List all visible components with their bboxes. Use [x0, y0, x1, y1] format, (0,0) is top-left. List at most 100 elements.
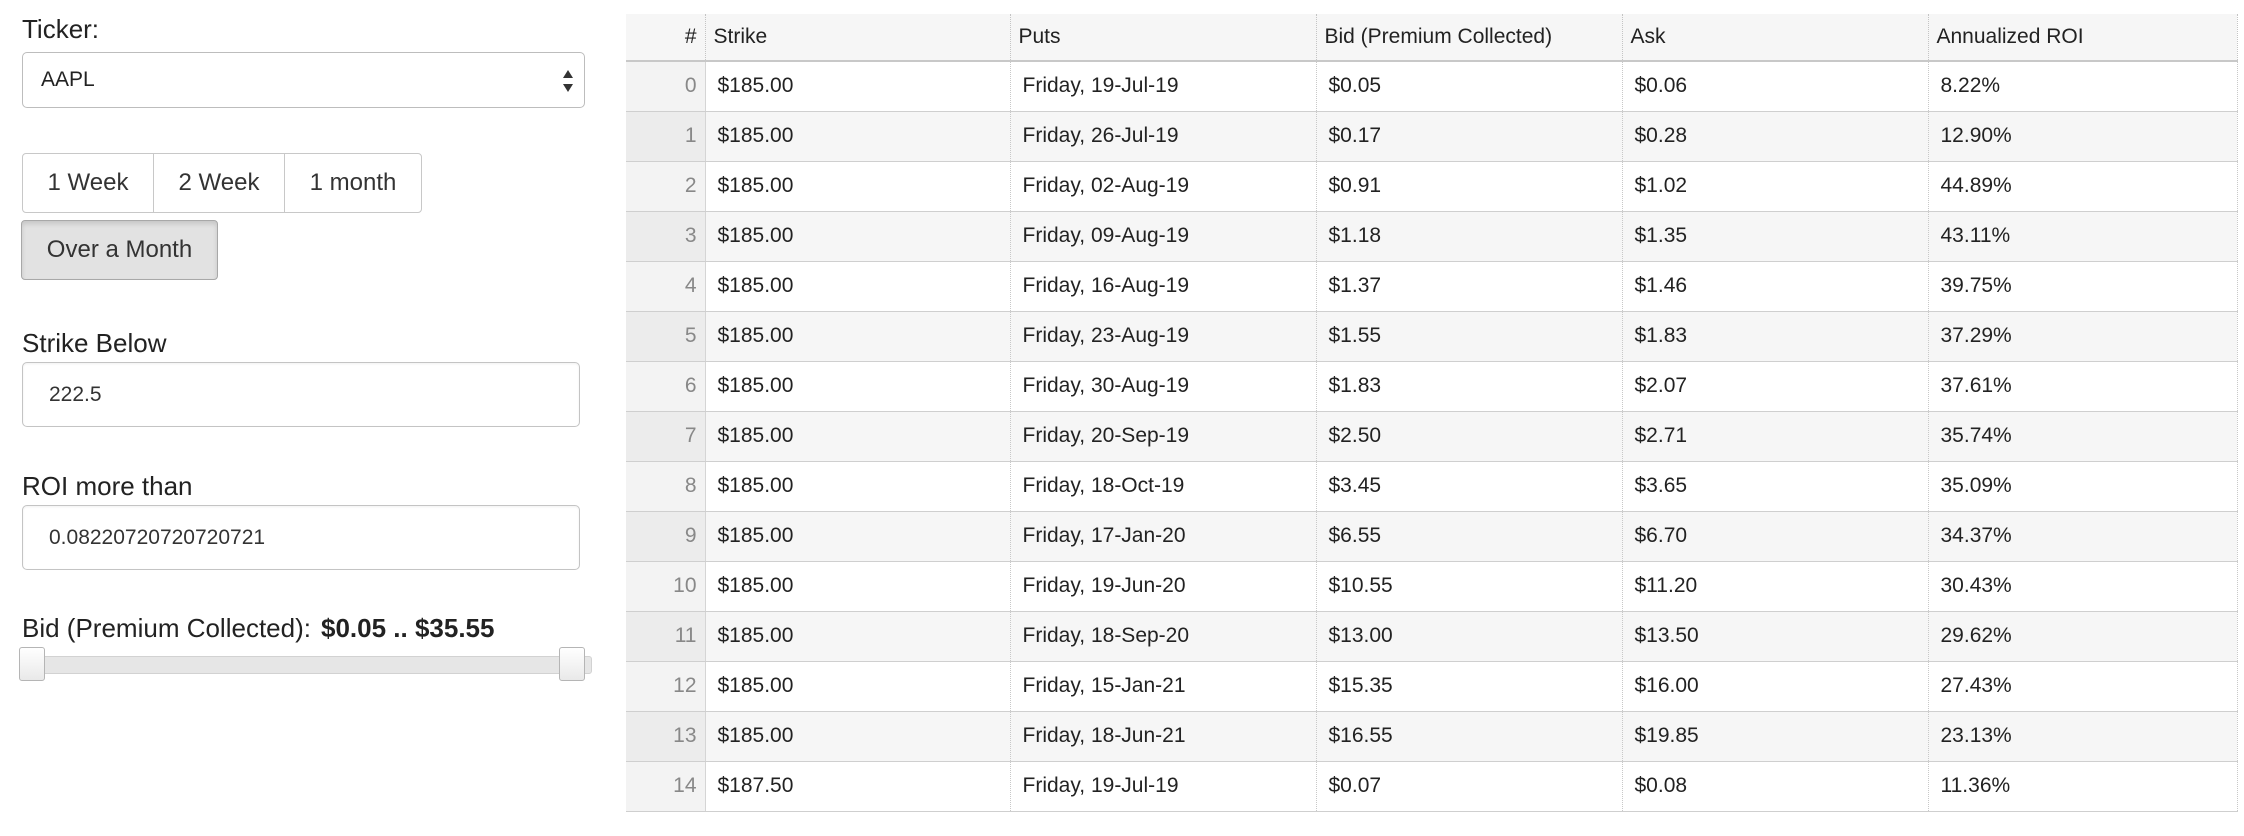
- strike-cell: $185.00: [705, 161, 1011, 212]
- row-index: 2: [626, 161, 706, 212]
- bid-cell: $0.91: [1316, 161, 1623, 212]
- bid-column-header[interactable]: Bid (Premium Collected): [1316, 14, 1623, 62]
- roi-more-than-value: 0.08220720720720721: [49, 525, 266, 549]
- table-row[interactable]: 1 $185.00 Friday, 26-Jul-19 $0.17 $0.28 12.90…: [626, 111, 2238, 162]
- roi-cell: 34.37%: [1928, 511, 2238, 562]
- bid-range-slider-min-handle[interactable]: [19, 647, 45, 681]
- row-index: 1: [626, 111, 706, 162]
- bid-cell: $1.37: [1316, 261, 1623, 312]
- ask-cell: $1.02: [1622, 161, 1929, 212]
- strike-cell: $185.00: [705, 211, 1011, 262]
- bid-range-label-text: Bid (Premium Collected):: [22, 613, 311, 643]
- ticker-select[interactable]: AAPL: [22, 52, 585, 108]
- roi-cell: 35.74%: [1928, 411, 2238, 462]
- row-index: 14: [626, 761, 706, 812]
- period-button-1-week[interactable]: 1 Week: [22, 153, 154, 213]
- roi-cell: 37.29%: [1928, 311, 2238, 362]
- puts-date-cell: Friday, 16-Aug-19: [1010, 261, 1317, 312]
- strike-cell: $185.00: [705, 511, 1011, 562]
- table-row[interactable]: 6 $185.00 Friday, 30-Aug-19 $1.83 $2.07 37.61…: [626, 361, 2238, 412]
- puts-date-cell: Friday, 09-Aug-19: [1010, 211, 1317, 262]
- strike-cell: $187.50: [705, 761, 1011, 812]
- strike-cell: $185.00: [705, 361, 1011, 412]
- table-row[interactable]: 8 $185.00 Friday, 18-Oct-19 $3.45 $3.65 35.09…: [626, 461, 2238, 512]
- index-column-header[interactable]: #: [626, 14, 706, 62]
- strike-cell: $185.00: [705, 261, 1011, 312]
- strike-cell: $185.00: [705, 461, 1011, 512]
- roi-cell: 27.43%: [1928, 661, 2238, 712]
- strike-column-header[interactable]: Strike: [705, 14, 1011, 62]
- strike-cell: $185.00: [705, 61, 1011, 112]
- roi-cell: 23.13%: [1928, 711, 2238, 762]
- bid-cell: $1.83: [1316, 361, 1623, 412]
- roi-cell: 35.09%: [1928, 461, 2238, 512]
- table-row[interactable]: 13 $185.00 Friday, 18-Jun-21 $16.55 $19.85 23…: [626, 711, 2238, 762]
- bid-cell: $15.35: [1316, 661, 1623, 712]
- table-row[interactable]: 9 $185.00 Friday, 17-Jan-20 $6.55 $6.70 34.37…: [626, 511, 2238, 562]
- puts-date-cell: Friday, 30-Aug-19: [1010, 361, 1317, 412]
- table-row[interactable]: 2 $185.00 Friday, 02-Aug-19 $0.91 $1.02 44.89…: [626, 161, 2238, 212]
- row-index: 8: [626, 461, 706, 512]
- ask-cell: $13.50: [1622, 611, 1929, 662]
- strike-cell: $185.00: [705, 311, 1011, 362]
- strike-cell: $185.00: [705, 711, 1011, 762]
- bid-cell: $0.07: [1316, 761, 1623, 812]
- table-body: 0 $185.00 Friday, 19-Jul-19 $0.05 $0.06 8.22%…: [626, 61, 2238, 812]
- strike-cell: $185.00: [705, 611, 1011, 662]
- results-table: # Strike Puts Bid (Premium Collected) Ask Ann…: [626, 14, 2238, 812]
- table-row[interactable]: 10 $185.00 Friday, 19-Jun-20 $10.55 $11.20 30…: [626, 561, 2238, 612]
- row-index: 6: [626, 361, 706, 412]
- ask-cell: $1.35: [1622, 211, 1929, 262]
- ask-cell: $1.46: [1622, 261, 1929, 312]
- bid-range-slider-track[interactable]: [26, 656, 592, 674]
- roi-cell: 44.89%: [1928, 161, 2238, 212]
- bid-cell: $3.45: [1316, 461, 1623, 512]
- roi-cell: 30.43%: [1928, 561, 2238, 612]
- select-arrows-icon: [563, 70, 573, 92]
- ask-cell: $0.08: [1622, 761, 1929, 812]
- bid-cell: $0.17: [1316, 111, 1623, 162]
- roi-cell: 8.22%: [1928, 61, 2238, 112]
- puts-date-cell: Friday, 02-Aug-19: [1010, 161, 1317, 212]
- row-index: 3: [626, 211, 706, 262]
- period-button-1-month[interactable]: 1 month: [284, 153, 422, 213]
- table-row[interactable]: 11 $185.00 Friday, 18-Sep-20 $13.00 $13.50 29…: [626, 611, 2238, 662]
- table-row[interactable]: 14 $187.50 Friday, 19-Jul-19 $0.07 $0.08 11.3…: [626, 761, 2238, 812]
- bid-cell: $1.55: [1316, 311, 1623, 362]
- puts-date-cell: Friday, 17-Jan-20: [1010, 511, 1317, 562]
- row-index: 11: [626, 611, 706, 662]
- row-index: 5: [626, 311, 706, 362]
- bid-cell: $1.18: [1316, 211, 1623, 262]
- strike-cell: $185.00: [705, 411, 1011, 462]
- puts-column-header[interactable]: Puts: [1010, 14, 1317, 62]
- table-row[interactable]: 5 $185.00 Friday, 23-Aug-19 $1.55 $1.83 37.29…: [626, 311, 2238, 362]
- strike-below-input[interactable]: 222.5: [22, 362, 580, 427]
- bid-range-slider-max-handle[interactable]: [559, 647, 585, 681]
- roi-more-than-input[interactable]: 0.08220720720720721: [22, 505, 580, 570]
- ask-cell: $2.71: [1622, 411, 1929, 462]
- row-index: 4: [626, 261, 706, 312]
- table-row[interactable]: 4 $185.00 Friday, 16-Aug-19 $1.37 $1.46 39.75…: [626, 261, 2238, 312]
- row-index: 12: [626, 661, 706, 712]
- ask-cell: $11.20: [1622, 561, 1929, 612]
- period-button-over-a-month[interactable]: Over a Month: [21, 220, 218, 280]
- roi-column-header[interactable]: Annualized ROI: [1928, 14, 2238, 62]
- ask-column-header[interactable]: Ask: [1622, 14, 1929, 62]
- bid-cell: $6.55: [1316, 511, 1623, 562]
- ask-cell: $16.00: [1622, 661, 1929, 712]
- table-row[interactable]: 0 $185.00 Friday, 19-Jul-19 $0.05 $0.06 8.22%: [626, 61, 2238, 112]
- table-row[interactable]: 12 $185.00 Friday, 15-Jan-21 $15.35 $16.00 27…: [626, 661, 2238, 712]
- bid-cell: $0.05: [1316, 61, 1623, 112]
- period-button-group: 1 Week 2 Week 1 month: [22, 153, 422, 213]
- results-table-container: # Strike Puts Bid (Premium Collected) Ask Ann…: [626, 14, 2238, 812]
- table-row[interactable]: 7 $185.00 Friday, 20-Sep-19 $2.50 $2.71 35.74…: [626, 411, 2238, 462]
- bid-cell: $13.00: [1316, 611, 1623, 662]
- ask-cell: $6.70: [1622, 511, 1929, 562]
- roi-cell: 43.11%: [1928, 211, 2238, 262]
- roi-cell: 11.36%: [1928, 761, 2238, 812]
- table-row[interactable]: 3 $185.00 Friday, 09-Aug-19 $1.18 $1.35 43.11…: [626, 211, 2238, 262]
- period-button-2-week[interactable]: 2 Week: [153, 153, 285, 213]
- row-index: 7: [626, 411, 706, 462]
- puts-date-cell: Friday, 18-Sep-20: [1010, 611, 1317, 662]
